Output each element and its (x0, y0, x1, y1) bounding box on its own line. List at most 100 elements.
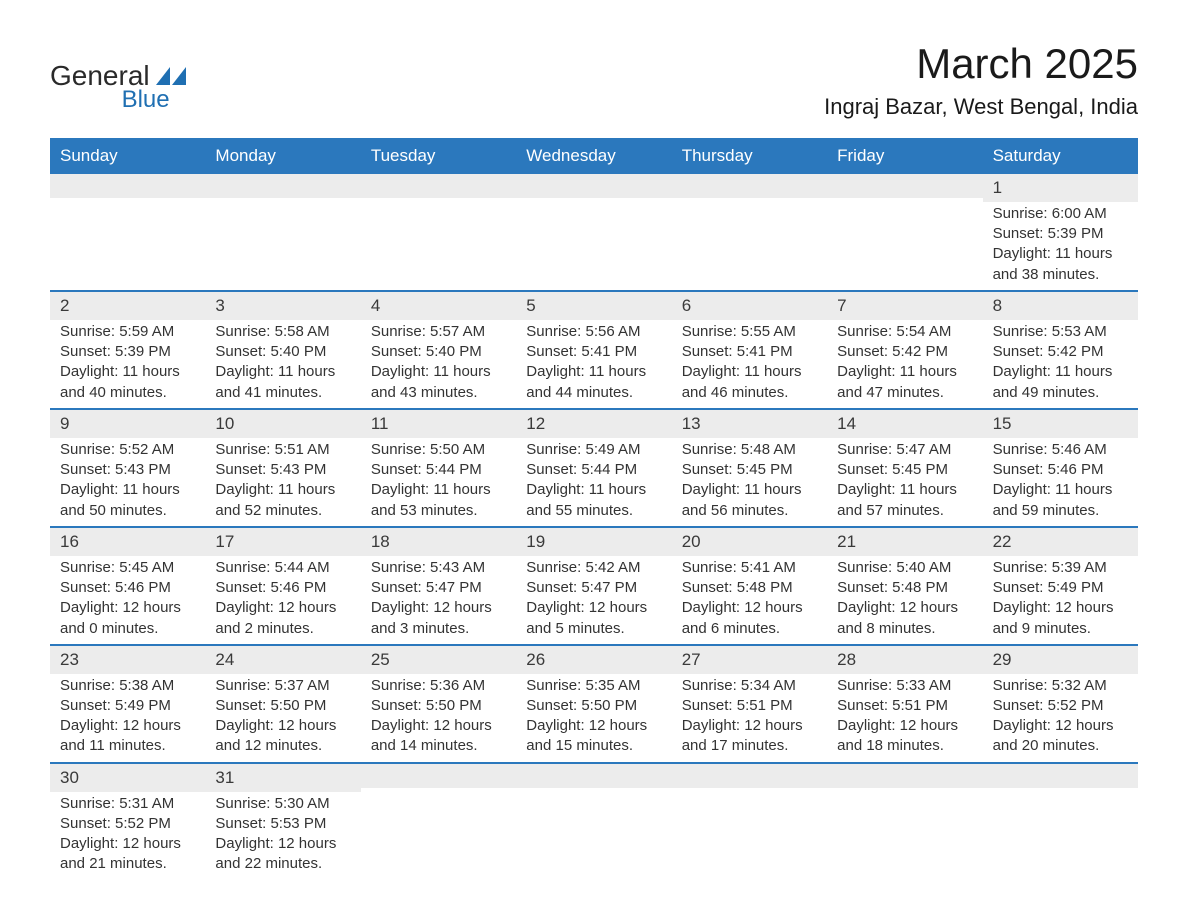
sunrise-line: Sunrise: 5:37 AM (215, 676, 350, 696)
sunrise-line: Sunrise: 5:38 AM (60, 676, 195, 696)
day-cell: 4Sunrise: 5:57 AMSunset: 5:40 PMDaylight… (361, 292, 516, 408)
day-body: Sunrise: 5:45 AMSunset: 5:46 PMDaylight:… (50, 556, 205, 644)
sunrise-line: Sunrise: 5:50 AM (371, 440, 506, 460)
weekday-cell: Sunday (50, 138, 205, 174)
sunrise-line: Sunrise: 5:53 AM (993, 322, 1128, 342)
day-cell (827, 764, 982, 880)
daylight-line: Daylight: 11 hours and 53 minutes. (371, 480, 506, 521)
sunset-line: Sunset: 5:48 PM (682, 578, 817, 598)
day-body: Sunrise: 5:51 AMSunset: 5:43 PMDaylight:… (205, 438, 360, 526)
sunset-line: Sunset: 5:43 PM (60, 460, 195, 480)
day-cell: 2Sunrise: 5:59 AMSunset: 5:39 PMDaylight… (50, 292, 205, 408)
sunset-line: Sunset: 5:46 PM (215, 578, 350, 598)
day-cell: 22Sunrise: 5:39 AMSunset: 5:49 PMDayligh… (983, 528, 1138, 644)
daylight-line: Daylight: 12 hours and 21 minutes. (60, 834, 195, 875)
sunset-line: Sunset: 5:44 PM (526, 460, 661, 480)
day-cell (983, 764, 1138, 880)
week-row: 16Sunrise: 5:45 AMSunset: 5:46 PMDayligh… (50, 526, 1138, 644)
sunset-line: Sunset: 5:50 PM (371, 696, 506, 716)
sunset-line: Sunset: 5:48 PM (837, 578, 972, 598)
day-body: Sunrise: 5:41 AMSunset: 5:48 PMDaylight:… (672, 556, 827, 644)
calendar: SundayMondayTuesdayWednesdayThursdayFrid… (50, 138, 1138, 880)
weekday-cell: Monday (205, 138, 360, 174)
daylight-line: Daylight: 11 hours and 46 minutes. (682, 362, 817, 403)
day-body: Sunrise: 5:48 AMSunset: 5:45 PMDaylight:… (672, 438, 827, 526)
day-cell: 29Sunrise: 5:32 AMSunset: 5:52 PMDayligh… (983, 646, 1138, 762)
daylight-line: Daylight: 11 hours and 44 minutes. (526, 362, 661, 403)
daylight-line: Daylight: 11 hours and 40 minutes. (60, 362, 195, 403)
day-cell (827, 174, 982, 290)
day-cell: 16Sunrise: 5:45 AMSunset: 5:46 PMDayligh… (50, 528, 205, 644)
sunset-line: Sunset: 5:52 PM (993, 696, 1128, 716)
day-number: 23 (50, 646, 205, 674)
day-number: 9 (50, 410, 205, 438)
day-cell: 3Sunrise: 5:58 AMSunset: 5:40 PMDaylight… (205, 292, 360, 408)
day-number: 20 (672, 528, 827, 556)
sunrise-line: Sunrise: 5:40 AM (837, 558, 972, 578)
sunrise-line: Sunrise: 5:43 AM (371, 558, 506, 578)
day-body: Sunrise: 5:35 AMSunset: 5:50 PMDaylight:… (516, 674, 671, 762)
day-body: Sunrise: 5:50 AMSunset: 5:44 PMDaylight:… (361, 438, 516, 526)
day-cell: 14Sunrise: 5:47 AMSunset: 5:45 PMDayligh… (827, 410, 982, 526)
sunset-line: Sunset: 5:41 PM (526, 342, 661, 362)
day-body: Sunrise: 5:33 AMSunset: 5:51 PMDaylight:… (827, 674, 982, 762)
weeks-container: 1Sunrise: 6:00 AMSunset: 5:39 PMDaylight… (50, 174, 1138, 880)
day-body: Sunrise: 5:31 AMSunset: 5:52 PMDaylight:… (50, 792, 205, 880)
day-body: Sunrise: 5:55 AMSunset: 5:41 PMDaylight:… (672, 320, 827, 408)
day-number: 22 (983, 528, 1138, 556)
day-cell: 7Sunrise: 5:54 AMSunset: 5:42 PMDaylight… (827, 292, 982, 408)
weekday-header-row: SundayMondayTuesdayWednesdayThursdayFrid… (50, 138, 1138, 174)
daylight-line: Daylight: 12 hours and 18 minutes. (837, 716, 972, 757)
sunrise-line: Sunrise: 5:56 AM (526, 322, 661, 342)
day-cell: 13Sunrise: 5:48 AMSunset: 5:45 PMDayligh… (672, 410, 827, 526)
sunset-line: Sunset: 5:47 PM (526, 578, 661, 598)
sunset-line: Sunset: 5:50 PM (215, 696, 350, 716)
week-row: 2Sunrise: 5:59 AMSunset: 5:39 PMDaylight… (50, 290, 1138, 408)
day-cell (361, 174, 516, 290)
sunset-line: Sunset: 5:42 PM (837, 342, 972, 362)
daylight-line: Daylight: 12 hours and 9 minutes. (993, 598, 1128, 639)
day-cell: 10Sunrise: 5:51 AMSunset: 5:43 PMDayligh… (205, 410, 360, 526)
day-cell (50, 174, 205, 290)
sunrise-line: Sunrise: 5:31 AM (60, 794, 195, 814)
day-number: 5 (516, 292, 671, 320)
sunset-line: Sunset: 5:44 PM (371, 460, 506, 480)
day-body: Sunrise: 5:39 AMSunset: 5:49 PMDaylight:… (983, 556, 1138, 644)
daylight-line: Daylight: 11 hours and 43 minutes. (371, 362, 506, 403)
sunrise-line: Sunrise: 5:30 AM (215, 794, 350, 814)
sunrise-line: Sunrise: 5:57 AM (371, 322, 506, 342)
empty-day-band (361, 174, 516, 198)
day-body: Sunrise: 5:36 AMSunset: 5:50 PMDaylight:… (361, 674, 516, 762)
day-number: 18 (361, 528, 516, 556)
daylight-line: Daylight: 12 hours and 14 minutes. (371, 716, 506, 757)
sunrise-line: Sunrise: 5:49 AM (526, 440, 661, 460)
day-body: Sunrise: 5:38 AMSunset: 5:49 PMDaylight:… (50, 674, 205, 762)
day-cell: 12Sunrise: 5:49 AMSunset: 5:44 PMDayligh… (516, 410, 671, 526)
day-number: 4 (361, 292, 516, 320)
day-number: 11 (361, 410, 516, 438)
day-cell: 18Sunrise: 5:43 AMSunset: 5:47 PMDayligh… (361, 528, 516, 644)
day-number: 27 (672, 646, 827, 674)
day-cell: 6Sunrise: 5:55 AMSunset: 5:41 PMDaylight… (672, 292, 827, 408)
empty-day-band (50, 174, 205, 198)
day-number: 16 (50, 528, 205, 556)
day-number: 29 (983, 646, 1138, 674)
logo: General Blue (50, 60, 188, 114)
day-number: 31 (205, 764, 360, 792)
day-body: Sunrise: 5:37 AMSunset: 5:50 PMDaylight:… (205, 674, 360, 762)
daylight-line: Daylight: 11 hours and 52 minutes. (215, 480, 350, 521)
week-row: 1Sunrise: 6:00 AMSunset: 5:39 PMDaylight… (50, 174, 1138, 290)
daylight-line: Daylight: 12 hours and 22 minutes. (215, 834, 350, 875)
day-body: Sunrise: 5:52 AMSunset: 5:43 PMDaylight:… (50, 438, 205, 526)
day-number: 24 (205, 646, 360, 674)
weekday-cell: Wednesday (516, 138, 671, 174)
empty-day-band (827, 764, 982, 788)
day-cell: 9Sunrise: 5:52 AMSunset: 5:43 PMDaylight… (50, 410, 205, 526)
daylight-line: Daylight: 12 hours and 0 minutes. (60, 598, 195, 639)
day-cell: 23Sunrise: 5:38 AMSunset: 5:49 PMDayligh… (50, 646, 205, 762)
daylight-line: Daylight: 11 hours and 49 minutes. (993, 362, 1128, 403)
day-number: 10 (205, 410, 360, 438)
daylight-line: Daylight: 11 hours and 59 minutes. (993, 480, 1128, 521)
day-number: 14 (827, 410, 982, 438)
sunset-line: Sunset: 5:51 PM (837, 696, 972, 716)
